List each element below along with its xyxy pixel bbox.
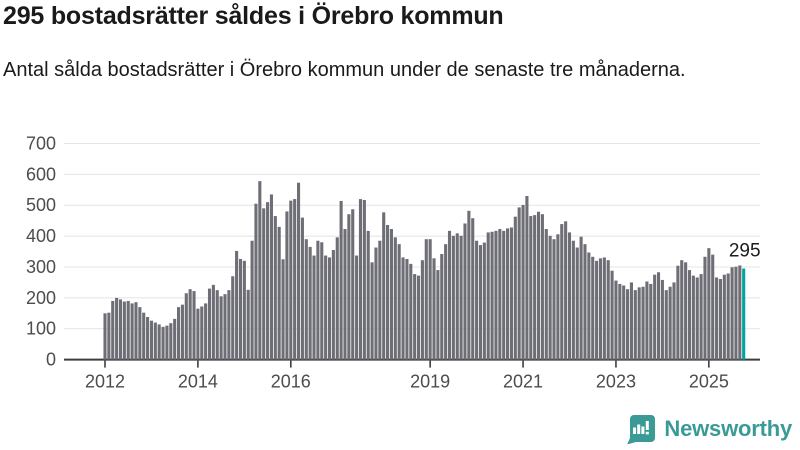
svg-text:500: 500 (26, 195, 56, 215)
chart-subtitle: Antal sålda bostadsrätter i Örebro kommu… (3, 59, 686, 81)
svg-text:700: 700 (26, 134, 56, 154)
newsworthy-logo-icon (627, 415, 656, 444)
svg-text:2012: 2012 (85, 372, 125, 392)
svg-text:400: 400 (26, 226, 56, 246)
svg-text:2016: 2016 (271, 372, 311, 392)
logo-bubble-shape (627, 415, 656, 444)
brand-footer: Newsworthy (625, 413, 792, 444)
logo-bar-glyphs (633, 421, 650, 435)
bar-chart-svg: 0 100 200 300 400 500 600 700 2012 2014 2016 2019 20… (26, 134, 761, 392)
svg-text:2023: 2023 (596, 372, 636, 392)
svg-text:2021: 2021 (503, 372, 543, 392)
svg-text:600: 600 (26, 164, 56, 184)
svg-text:2019: 2019 (410, 372, 450, 392)
page-title: 295 bostadsrätter såldes i Örebro kommun (3, 2, 504, 30)
svg-text:0: 0 (46, 350, 56, 370)
last-value-annotation: 295 (729, 241, 761, 262)
svg-text:100: 100 (26, 319, 56, 339)
svg-text:2025: 2025 (689, 372, 729, 392)
bar-chart: 0 100 200 300 400 500 600 700 2012 2014 2016 2019 20… (0, 130, 800, 400)
svg-text:300: 300 (26, 257, 56, 277)
svg-text:2014: 2014 (178, 372, 218, 392)
brand-name: Newsworthy (664, 415, 792, 441)
svg-text:200: 200 (26, 288, 56, 308)
